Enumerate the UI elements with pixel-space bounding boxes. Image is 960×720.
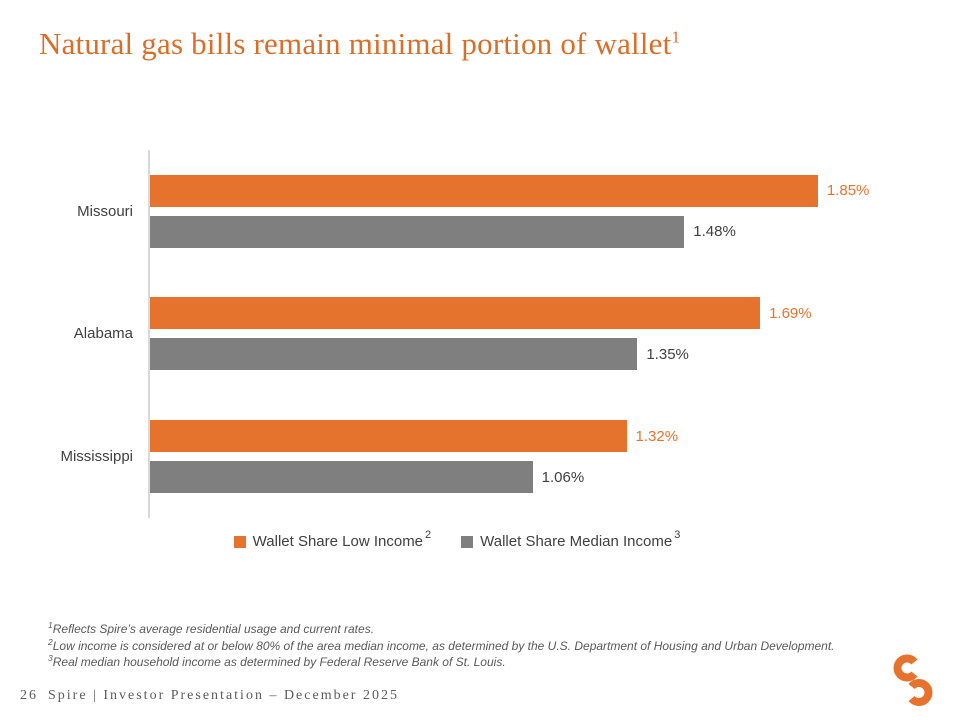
legend-item-low-income: Wallet Share Low Income 2 [233, 529, 431, 550]
value-label-mississippi-median-income: 1.06% [541, 468, 585, 486]
value-label-missouri-median-income: 1.48% [693, 223, 736, 241]
slide-title: Natural gas bills remain minimal portion… [39, 26, 680, 62]
y-axis-line [148, 150, 150, 518]
bars-alabama: 1.69% 1.35% [148, 273, 872, 396]
value-label-alabama-low-income: 1.69% [769, 304, 812, 322]
footnotes: 1Reflects Spire’s average residential us… [48, 621, 835, 671]
footnote-3-superscript: 3 [48, 653, 53, 663]
legend-label-median-income: Wallet Share Median Income [480, 533, 673, 550]
chart-legend: Wallet Share Low Income 2 Wallet Share M… [40, 529, 872, 550]
bars-missouri: 1.85% 1.48% [148, 150, 872, 273]
category-label-mississippi: Mississippi [60, 448, 133, 466]
bar-chart: Missouri 1.85% 1.48% Alabama 1.69% [40, 150, 872, 518]
spire-logo-bottom-arc [908, 679, 933, 706]
bar-row-alabama-low: 1.69% [150, 297, 872, 330]
footnote-1-text: Reflects Spire’s average residential usa… [52, 622, 375, 636]
bar-group-missouri: Missouri 1.85% 1.48% [40, 150, 872, 273]
footnote-2: 2Low income is considered at or below 80… [48, 636, 835, 655]
bar-alabama-low-income [150, 297, 761, 330]
footnote-1: 1Reflects Spire’s average residential us… [48, 621, 835, 638]
legend-item-median-income: Wallet Share Median Income 3 [461, 529, 680, 550]
bar-row-alabama-median: 1.35% [150, 338, 872, 371]
value-label-alabama-median-income: 1.35% [646, 345, 689, 363]
bar-mississippi-median-income [150, 461, 533, 494]
bar-missouri-low-income [150, 174, 818, 207]
bar-row-mississippi-low: 1.32% [150, 420, 872, 453]
page-number: 26 [20, 688, 38, 703]
category-label-missouri: Missouri [77, 202, 133, 220]
slide-title-text: Natural gas bills remain minimal portion… [39, 26, 672, 61]
footnote-3: 3Real median household income as determi… [48, 654, 835, 671]
footnote-3-text: Real median household income as determin… [52, 655, 506, 669]
slide-title-superscript: 1 [671, 27, 681, 47]
footer-text: Spire | Investor Presentation – December… [48, 688, 399, 703]
category-label-alabama: Alabama [73, 325, 133, 343]
bar-group-mississippi: Mississippi 1.32% 1.06% [40, 395, 872, 518]
legend-label-low-income: Wallet Share Low Income [252, 533, 424, 550]
bar-row-missouri-median: 1.48% [150, 215, 872, 248]
value-label-mississippi-low-income: 1.32% [635, 427, 679, 445]
bar-missouri-median-income [150, 215, 685, 248]
legend-swatch-gray-icon [461, 535, 474, 548]
footnote-2-superscript: 2 [48, 636, 53, 647]
bars-mississippi: 1.32% 1.06% [148, 395, 872, 518]
bar-group-alabama: Alabama 1.69% 1.35% [40, 273, 872, 396]
value-label-missouri-low-income: 1.85% [826, 182, 870, 200]
bar-row-mississippi-median: 1.06% [150, 461, 872, 494]
bar-alabama-median-income [150, 338, 638, 371]
spire-logo-icon [893, 654, 933, 706]
legend-swatch-orange-icon [233, 535, 246, 548]
bar-mississippi-low-income [150, 420, 627, 453]
bar-row-missouri-low: 1.85% [150, 174, 872, 207]
slide-footer: 26 Spire | Investor Presentation – Decemb… [20, 688, 399, 704]
footnote-2-text: Low income is considered at or below 80%… [52, 638, 835, 653]
spire-logo-top-arc [893, 654, 918, 682]
footnote-1-superscript: 1 [48, 620, 53, 630]
